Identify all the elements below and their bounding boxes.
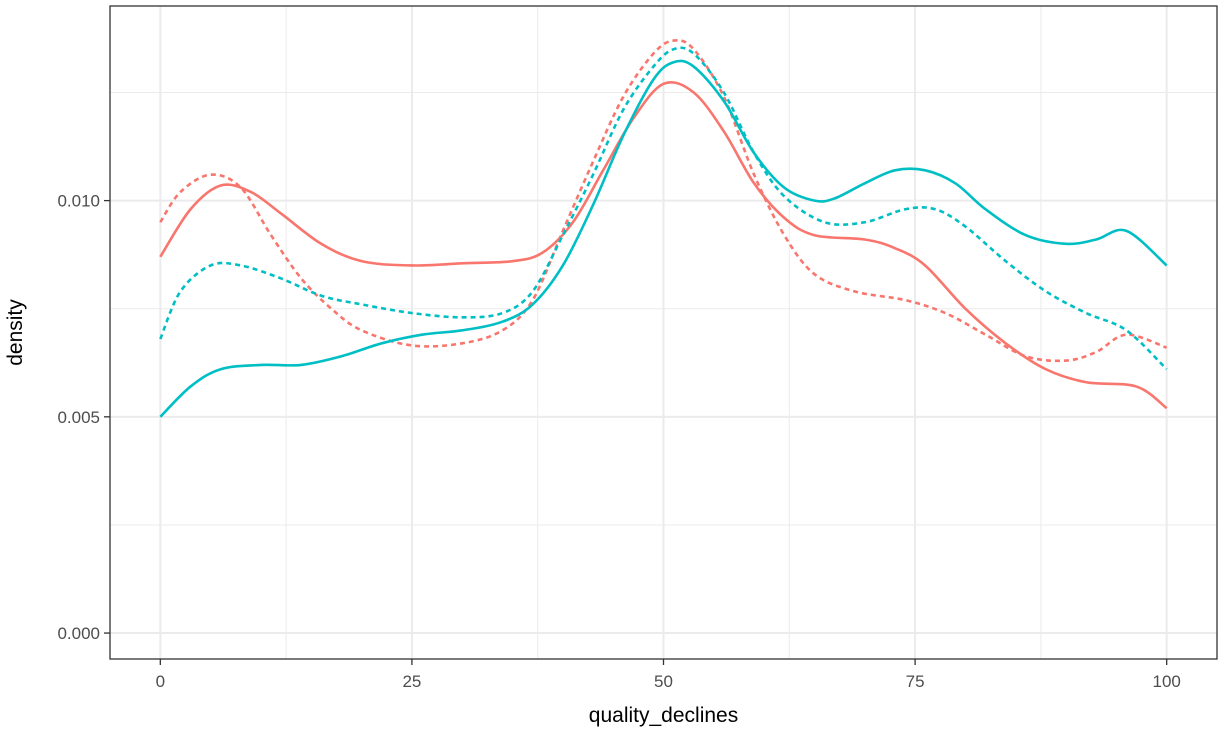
major-gridlines bbox=[110, 6, 1217, 659]
density-curves bbox=[159, 39, 1168, 418]
y-axis-ticks: 0.000 0.005 0.010 bbox=[57, 192, 110, 643]
x-axis-ticks: 0 25 50 75 100 bbox=[156, 659, 1181, 691]
x-tick-label: 50 bbox=[654, 672, 673, 691]
density-curve-red-solid bbox=[159, 80, 1168, 410]
y-tick-label: 0.005 bbox=[57, 408, 100, 427]
density-curve-red-dotted bbox=[159, 39, 1168, 363]
x-tick-label: 0 bbox=[156, 672, 165, 691]
y-axis-title: density bbox=[4, 299, 27, 366]
y-tick-label: 0.000 bbox=[57, 624, 100, 643]
density-curve-teal-solid bbox=[159, 59, 1168, 418]
x-tick-label: 25 bbox=[402, 672, 421, 691]
x-tick-label: 75 bbox=[906, 672, 925, 691]
x-tick-label: 100 bbox=[1152, 672, 1180, 691]
y-tick-label: 0.010 bbox=[57, 192, 100, 211]
density-curve-teal-dotted bbox=[159, 46, 1168, 371]
x-axis-title: quality_declines bbox=[589, 704, 738, 727]
